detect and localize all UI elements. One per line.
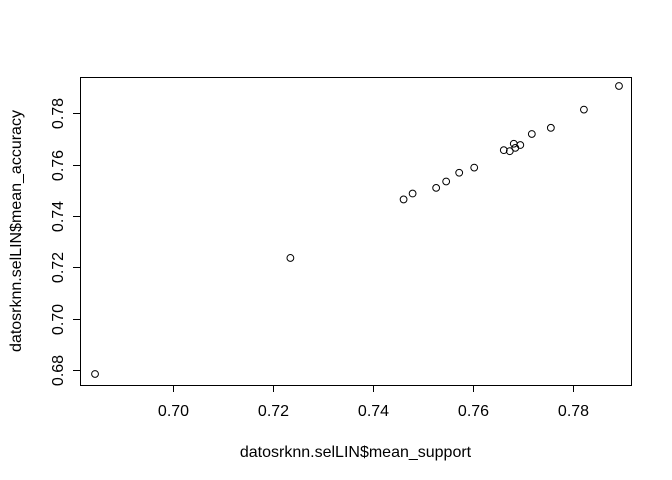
x-tick-label: 0.70: [158, 403, 189, 420]
x-tick-label: 0.78: [558, 403, 589, 420]
x-tick-label: 0.72: [258, 403, 289, 420]
data-point: [399, 195, 408, 204]
y-axis-label: datosrknn.selLIN$mean_accuracy: [8, 110, 25, 352]
y-axis: 0.68 0.70 0.72 0.74 0.76 0.78: [50, 98, 81, 386]
y-tick-label: 0.70: [50, 304, 67, 335]
y-tick-label: 0.68: [50, 355, 67, 386]
y-tick-label: 0.74: [50, 201, 67, 232]
data-point: [286, 254, 295, 262]
data-point: [442, 177, 451, 186]
x-tick-label: 0.76: [458, 403, 489, 420]
plot-frame: [80, 77, 632, 386]
data-point: [505, 147, 514, 156]
data-point: [499, 146, 508, 155]
data-point: [470, 163, 479, 172]
x-tick-label: 0.74: [358, 403, 389, 420]
data-point: [509, 139, 518, 148]
y-tick-label: 0.76: [50, 150, 67, 181]
y-tick-label: 0.78: [50, 98, 67, 129]
y-tick-label: 0.72: [50, 252, 67, 283]
data-point: [546, 123, 555, 132]
data-point: [527, 130, 536, 138]
data-point: [615, 82, 623, 90]
data-point: [455, 168, 464, 177]
data-point: [516, 141, 525, 149]
x-axis: 0.70 0.72 0.74 0.76 0.78: [158, 385, 589, 420]
data-point: [432, 183, 441, 192]
data-points: [91, 82, 623, 378]
data-point: [580, 105, 588, 114]
data-point: [408, 189, 417, 198]
x-axis-label: datosrknn.selLIN$mean_support: [240, 444, 472, 461]
data-point: [91, 370, 99, 378]
